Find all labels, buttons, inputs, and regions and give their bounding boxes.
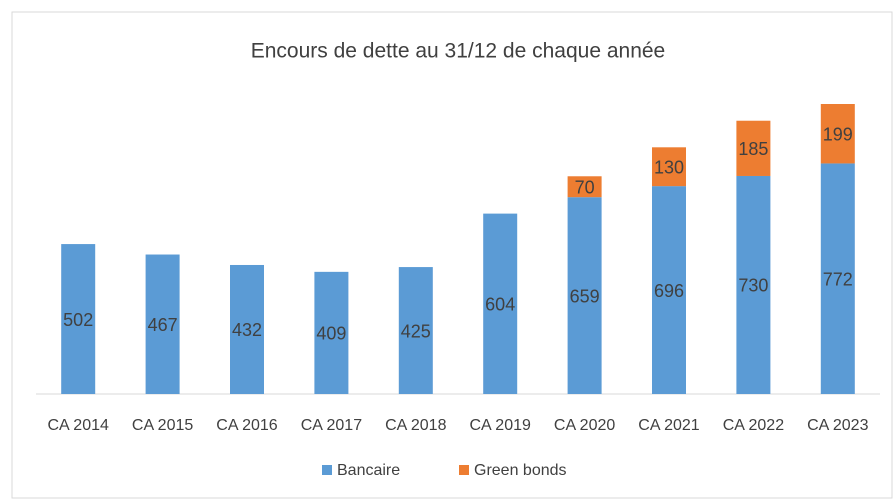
bar-segment [736, 175, 771, 394]
bar-segment [652, 186, 686, 394]
value-label: 696 [654, 281, 684, 301]
value-label: 467 [148, 315, 178, 335]
x-tick-label: CA 2022 [723, 417, 784, 434]
legend-swatch [322, 465, 332, 475]
bar-segment [652, 147, 686, 187]
value-label: 185 [738, 139, 768, 159]
bar-segment [820, 163, 855, 394]
legend-label: Green bonds [474, 462, 567, 479]
value-label: 772 [823, 269, 853, 289]
x-tick-label: CA 2019 [470, 417, 531, 434]
value-label: 425 [401, 321, 431, 341]
bar-segment [145, 254, 180, 394]
bar-segment [736, 120, 771, 176]
x-tick-label: CA 2018 [385, 417, 446, 434]
bar-segment [820, 104, 855, 164]
bar-segment [567, 197, 602, 394]
legend-label: Bancaire [337, 462, 400, 479]
x-tick-label: CA 2021 [638, 417, 699, 434]
value-label: 502 [63, 310, 93, 330]
bar-segment [230, 264, 264, 394]
bar-segment [483, 213, 518, 394]
bar-segment [314, 271, 349, 394]
legend-swatch [459, 465, 469, 475]
x-tick-label: CA 2017 [301, 417, 362, 434]
x-tick-label: CA 2014 [48, 417, 109, 434]
x-tick-label: CA 2023 [807, 417, 868, 434]
x-tick-label: CA 2015 [132, 417, 193, 434]
value-label: 409 [316, 324, 346, 344]
value-label: 70 [575, 177, 595, 197]
x-tick-label: CA 2016 [216, 417, 277, 434]
value-label: 130 [654, 157, 684, 177]
value-label: 432 [232, 320, 262, 340]
value-label: 199 [823, 124, 853, 144]
value-label: 730 [738, 276, 768, 296]
bar-segment [61, 244, 96, 394]
value-label: 659 [570, 286, 600, 306]
bar-segment [398, 267, 433, 394]
x-tick-label: CA 2020 [554, 417, 615, 434]
bar-segment [567, 176, 602, 198]
value-label: 604 [485, 295, 515, 315]
chart-title: Encours de dette au 31/12 de chaque anné… [251, 40, 666, 63]
